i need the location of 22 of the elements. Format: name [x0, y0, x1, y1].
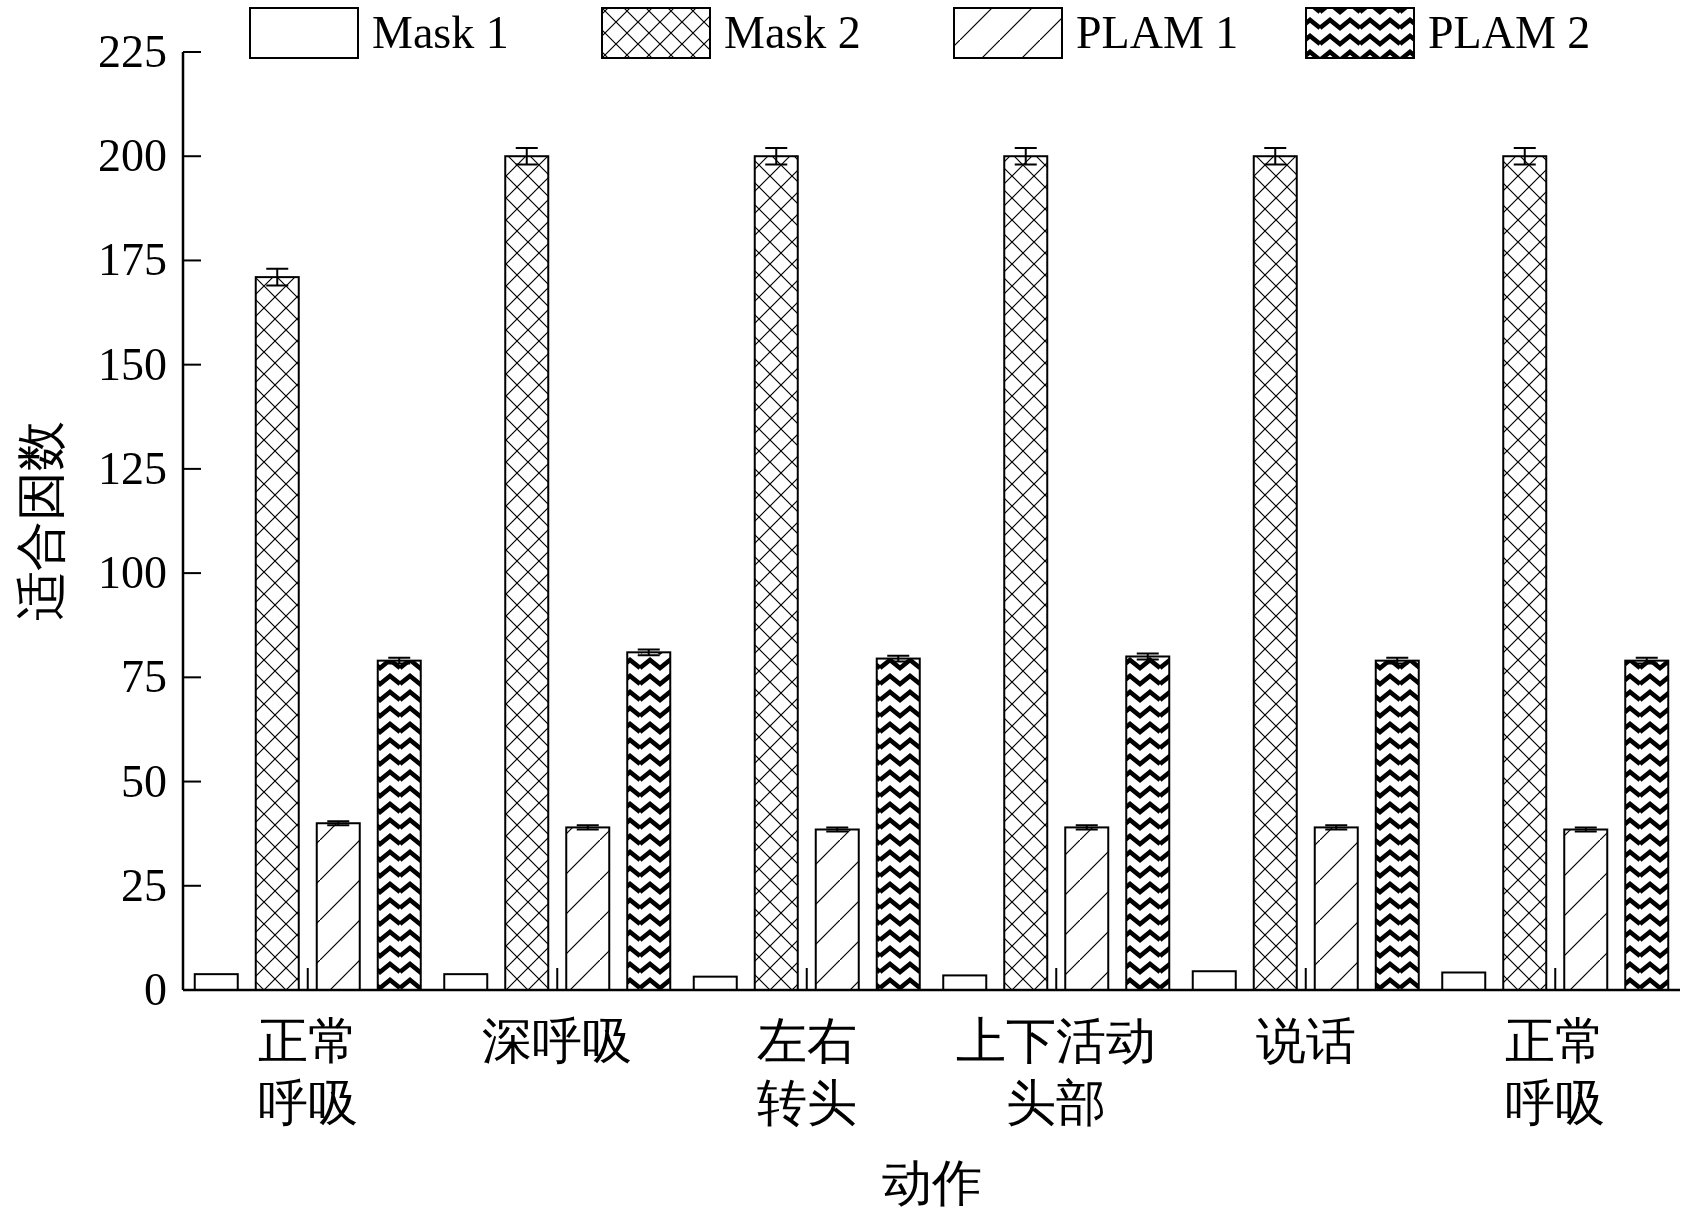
y-tick-label: 75: [121, 651, 167, 703]
y-tick-label: 125: [98, 442, 167, 494]
x-tick-label: 左右转头: [756, 1013, 857, 1131]
y-tick-label: 200: [98, 130, 167, 182]
x-tick-label: 深呼吸: [482, 1013, 633, 1069]
x-tick-label: 正常呼吸: [257, 1013, 358, 1131]
y-tick-label: 100: [98, 547, 167, 599]
y-tick-label: 0: [144, 964, 167, 1015]
y-tick-label: 50: [121, 755, 167, 807]
legend-label: PLAM 1: [1076, 7, 1239, 58]
x-tick-label: 上下活动头部: [956, 1013, 1157, 1131]
y-axis-title: 适合因数: [13, 421, 69, 621]
y-tick-label: 150: [98, 338, 167, 390]
y-tick-label: 175: [98, 234, 167, 286]
x-tick-label: 说话: [1255, 1013, 1356, 1069]
legend-label: Mask 2: [724, 7, 861, 58]
legend-label: Mask 1: [372, 7, 509, 58]
legend-label: PLAM 2: [1428, 7, 1591, 58]
y-tick-label: 25: [121, 859, 167, 911]
x-axis-title: 动作: [881, 1155, 982, 1211]
y-tick-label: 225: [98, 26, 167, 77]
x-tick-label: 正常呼吸: [1505, 1013, 1606, 1131]
